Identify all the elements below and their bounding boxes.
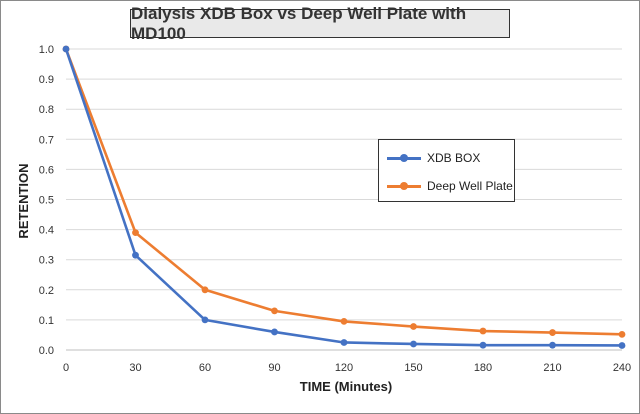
x-tick-label: 240 (613, 362, 631, 374)
data-point-deep-well-plate (618, 330, 626, 338)
y-tick-label: 0.4 (39, 225, 54, 237)
legend-label-xdb-box: XDB BOX (427, 151, 481, 165)
data-point-xdb-box (618, 342, 626, 349)
series-line-deep-well-plate (64, 48, 623, 336)
chart-title: Dialysis XDB Box vs Deep Well Plate with… (130, 4, 510, 43)
data-point-deep-well-plate (132, 229, 139, 237)
y-tick-label: 0.6 (39, 164, 54, 176)
data-point-xdb-box (201, 316, 209, 324)
y-tick-label: 0.0 (39, 345, 54, 357)
data-point-xdb-box (132, 251, 139, 259)
y-tick-label: 0.9 (39, 74, 54, 86)
x-tick-label: 60 (199, 362, 211, 374)
data-point-deep-well-plate (549, 329, 556, 336)
data-point-xdb-box (410, 340, 417, 348)
y-tick-label: 0.5 (39, 195, 54, 207)
y-axis-label: RETENTION (16, 163, 31, 238)
legend: XDB BOX Deep Well Plate (378, 139, 515, 202)
series (62, 45, 626, 349)
data-point-xdb-box (271, 328, 278, 336)
x-tick-label: 210 (543, 362, 561, 374)
y-tick-label: 0.8 (39, 104, 54, 116)
y-tick-label: 0.2 (39, 285, 54, 297)
data-point-xdb-box (479, 341, 487, 349)
data-point-xdb-box (62, 45, 70, 53)
gridlines (66, 48, 622, 321)
x-tick-label: 180 (474, 362, 492, 374)
axes: 0.0 0.1 0.2 0.3 0.4 0.5 0.6 0.7 0.8 0.9 1.0 0 30 60 90… (39, 44, 631, 374)
data-point-deep-well-plate (201, 286, 209, 294)
y-tick-label: 0.3 (39, 255, 54, 267)
legend-swatch-deep-well-plate (387, 181, 421, 191)
x-tick-label: 0 (63, 362, 69, 374)
data-point-xdb-box (340, 339, 348, 346)
x-tick-label: 150 (404, 362, 422, 374)
data-point-deep-well-plate (340, 318, 348, 325)
x-axis-label: TIME (Minutes) (300, 379, 392, 394)
x-tick-label: 90 (268, 362, 280, 374)
legend-item-xdb-box: XDB BOX (387, 151, 480, 165)
y-tick-label: 1.0 (39, 44, 54, 56)
data-point-xdb-box (549, 341, 556, 349)
y-tick-label: 0.1 (39, 315, 54, 327)
legend-item-deep-well-plate: Deep Well Plate (387, 179, 513, 193)
data-point-deep-well-plate (271, 307, 278, 315)
data-point-deep-well-plate (479, 327, 487, 335)
x-tick-label: 120 (335, 362, 353, 374)
series-line-xdb-box (64, 48, 623, 347)
legend-swatch-xdb-box (387, 153, 421, 163)
legend-label-deep-well-plate: Deep Well Plate (427, 179, 513, 193)
data-point-deep-well-plate (410, 323, 417, 330)
x-tick-label: 30 (129, 362, 141, 374)
y-tick-label: 0.7 (39, 134, 54, 146)
